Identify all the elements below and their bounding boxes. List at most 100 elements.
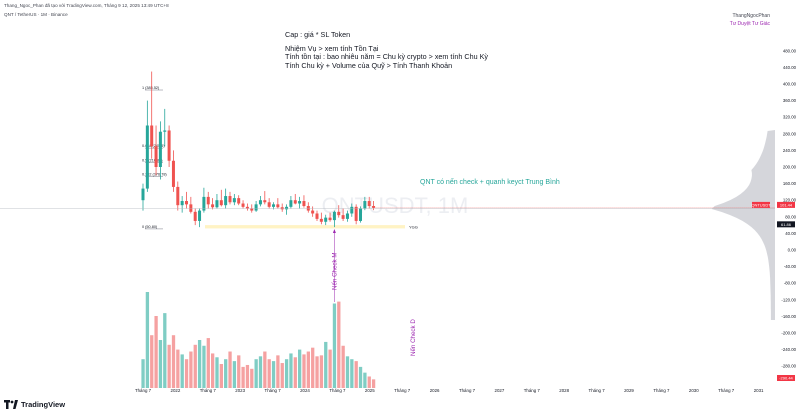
volume-bar bbox=[184, 359, 189, 388]
candle-body bbox=[211, 204, 215, 208]
volume-bar bbox=[350, 359, 354, 388]
fib-label-2: 0.5 (210.86) bbox=[142, 158, 163, 162]
annotation-check-m: Nến Check M bbox=[331, 253, 338, 290]
candlesticks bbox=[141, 71, 376, 228]
price-tick-label: 320.00 bbox=[783, 115, 797, 120]
candle-body bbox=[293, 200, 297, 204]
time-axis[interactable]: Tháng 7 2022 Tháng 7 2023 Tháng 7 2024 Tháng 7… bbox=[135, 388, 764, 393]
marker-symbol-bg bbox=[752, 201, 770, 208]
volume-bar bbox=[145, 292, 150, 388]
candle-body bbox=[341, 215, 345, 219]
time-tick-label: 2031 bbox=[754, 388, 764, 393]
symbol-line: QNT / TetherUS · 1M · Binance bbox=[4, 12, 68, 17]
price-tick-label: 240.00 bbox=[783, 148, 797, 153]
candle-body bbox=[280, 207, 284, 210]
volume-bar bbox=[263, 351, 267, 388]
candle-body bbox=[245, 206, 249, 209]
price-tick-label: 480.00 bbox=[783, 48, 797, 53]
candle-body bbox=[298, 201, 302, 204]
candle-body bbox=[250, 208, 254, 211]
time-tick-label: Tháng 7 bbox=[718, 388, 735, 393]
volume-bar bbox=[332, 303, 337, 388]
volume-bar bbox=[271, 361, 276, 388]
candle-body bbox=[158, 131, 162, 167]
annotations: QNT có nến check + quanh keyct Trung Bìn… bbox=[331, 177, 559, 356]
volume-bar bbox=[176, 349, 180, 388]
author-name: ThangNgocPhan bbox=[732, 13, 770, 19]
volume-bar bbox=[324, 341, 328, 388]
time-tick-label: Tháng 7 bbox=[459, 388, 476, 393]
price-tick-label: 120.00 bbox=[783, 198, 797, 203]
candle-body bbox=[215, 200, 219, 208]
brand-name: TradingView bbox=[21, 400, 66, 409]
volume-bar bbox=[211, 353, 215, 388]
price-tick-label: 200.00 bbox=[783, 165, 797, 170]
candle-body bbox=[276, 204, 280, 208]
price-tick-label: -120.00 bbox=[781, 297, 796, 302]
time-tick-label: 2026 bbox=[430, 388, 440, 393]
marker-last-price: 101.44 bbox=[780, 203, 793, 208]
time-tick-label: Tháng 7 bbox=[265, 388, 282, 393]
candle-body bbox=[289, 200, 293, 207]
marker-low: 61.86 bbox=[781, 222, 792, 227]
candle-body bbox=[232, 198, 236, 203]
price-axis[interactable]: 480.00 440.00 400.00 360.00 320.00 280.00 240.… bbox=[781, 48, 796, 368]
candle-body bbox=[198, 210, 202, 221]
note-line-2: Nhiệm Vụ > xem tính Tồn Tại bbox=[285, 43, 379, 53]
price-tick-label: -240.00 bbox=[781, 347, 796, 352]
volume-bar bbox=[284, 359, 289, 388]
candle-body bbox=[145, 125, 149, 189]
volume-bar bbox=[354, 361, 358, 388]
price-tick-label: 440.00 bbox=[783, 65, 797, 70]
candle-body bbox=[311, 210, 315, 214]
time-tick-label: Tháng 7 bbox=[653, 388, 670, 393]
candle-body bbox=[154, 146, 158, 167]
candle-body bbox=[163, 130, 167, 132]
volume-bar bbox=[241, 366, 245, 388]
candle-body bbox=[332, 211, 336, 221]
price-tick-label: -200.00 bbox=[781, 331, 796, 336]
candle-body bbox=[272, 204, 275, 207]
note-line-3: Tính tồn tại : bao nhiêu năm = Chu kỳ cr… bbox=[285, 52, 488, 62]
candle-body bbox=[167, 130, 171, 161]
price-tick-label: 280.00 bbox=[783, 131, 797, 136]
tradingview-brand[interactable]: TradingView bbox=[4, 400, 65, 409]
price-tick-label: -280.00 bbox=[781, 364, 796, 369]
volume-bar bbox=[341, 345, 345, 388]
candle-body bbox=[180, 201, 184, 206]
marker-volume-bg bbox=[777, 375, 795, 381]
volume-bar bbox=[171, 335, 176, 388]
candle-body bbox=[171, 160, 175, 187]
candle-body bbox=[189, 204, 193, 212]
candle-body bbox=[263, 200, 267, 203]
candle-body bbox=[267, 202, 271, 207]
volume-bar bbox=[158, 340, 163, 388]
candle-body bbox=[219, 200, 223, 206]
candle-body bbox=[224, 196, 228, 206]
volume-bar bbox=[311, 347, 315, 388]
price-tick-label: 40.00 bbox=[785, 231, 796, 236]
candle-body bbox=[228, 196, 232, 203]
tradingview-logo-icon bbox=[4, 400, 18, 409]
author-channel: Tư Duyệt Tư Giác bbox=[729, 21, 770, 27]
volume-bar bbox=[363, 372, 367, 388]
candle-body bbox=[324, 217, 328, 222]
marker-volume: -290.44 bbox=[779, 376, 793, 381]
candle-body bbox=[193, 211, 197, 221]
candle-body bbox=[141, 188, 145, 201]
candle-body bbox=[315, 213, 319, 219]
time-tick-label: Tháng 7 bbox=[524, 388, 541, 393]
time-tick-label: Tháng 7 bbox=[200, 388, 217, 393]
volume-bar bbox=[215, 357, 219, 388]
time-tick-label: 2023 bbox=[235, 388, 245, 393]
price-tick-label: 360.00 bbox=[783, 98, 797, 103]
volume-profile bbox=[711, 130, 775, 320]
candle-body bbox=[337, 211, 341, 216]
volume-bar bbox=[154, 316, 158, 388]
volume-bar bbox=[298, 349, 302, 388]
candle-body bbox=[237, 198, 241, 204]
candle-body bbox=[328, 217, 332, 221]
candle-body bbox=[254, 204, 258, 211]
volume-bar bbox=[202, 345, 206, 388]
